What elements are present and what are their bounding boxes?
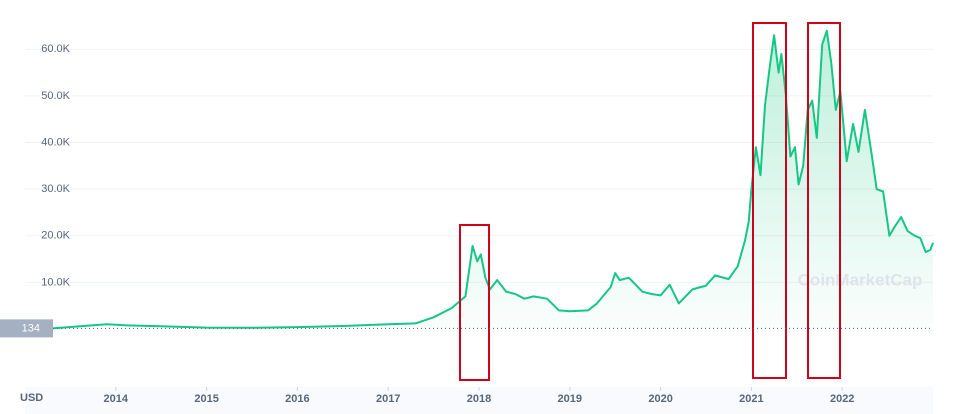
start-price-label: 134 xyxy=(22,322,40,334)
x-tick-label: 2016 xyxy=(285,393,309,405)
x-tick-label: 2017 xyxy=(376,393,400,405)
price-line xyxy=(25,29,934,330)
highlight-box xyxy=(807,22,841,379)
x-tick-label: 2021 xyxy=(739,393,763,405)
y-tick-label: 30.0K xyxy=(41,183,70,195)
x-tick-label: 2015 xyxy=(194,393,218,405)
y-tick-label: 40.0K xyxy=(41,136,70,148)
plot xyxy=(25,29,934,330)
highlight-box xyxy=(459,224,490,381)
watermark: CoinMarketCap xyxy=(798,270,923,289)
y-tick-label: 60.0K xyxy=(41,43,70,55)
y-tick-label: 10.0K xyxy=(41,276,70,288)
x-tick-label: 2014 xyxy=(104,393,129,405)
highlight-box xyxy=(752,22,787,379)
start-price-badge xyxy=(0,319,53,338)
y-tick-label: 20.0K xyxy=(41,230,70,242)
x-axis-band xyxy=(25,387,933,414)
grid xyxy=(25,48,933,283)
y-tick-label: 50.0K xyxy=(41,90,70,102)
x-tick-label: 2019 xyxy=(558,393,582,405)
x-tick-label: 2020 xyxy=(648,393,672,405)
y-unit-label: USD xyxy=(20,392,43,404)
x-tick-label: 2018 xyxy=(467,393,491,405)
x-tick-label: 2022 xyxy=(830,393,854,405)
area xyxy=(25,30,933,329)
